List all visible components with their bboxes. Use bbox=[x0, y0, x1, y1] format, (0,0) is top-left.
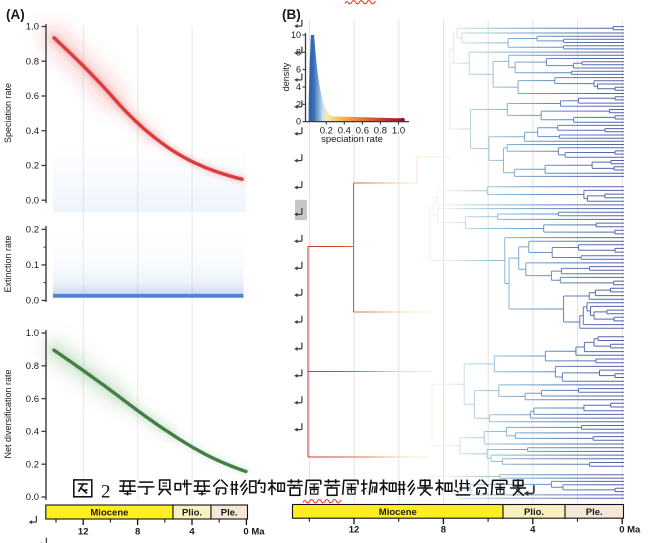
svg-text:0.4: 0.4 bbox=[26, 427, 39, 438]
svg-text:0.2: 0.2 bbox=[26, 161, 39, 172]
svg-text:0.6: 0.6 bbox=[356, 126, 369, 137]
svg-text:Miocene: Miocene bbox=[379, 507, 417, 518]
svg-text:1.0: 1.0 bbox=[392, 126, 405, 137]
svg-text:0.1: 0.1 bbox=[26, 260, 39, 271]
svg-text:8: 8 bbox=[135, 527, 140, 538]
svg-text:Ple.: Ple. bbox=[586, 507, 603, 518]
svg-text:density: density bbox=[281, 62, 291, 91]
svg-text:6: 6 bbox=[296, 65, 301, 75]
svg-text:0.2: 0.2 bbox=[320, 126, 333, 137]
svg-text:Extinction rate: Extinction rate bbox=[3, 235, 13, 292]
svg-text:12: 12 bbox=[349, 525, 360, 536]
svg-text:1.0: 1.0 bbox=[26, 22, 39, 33]
svg-text:0.6: 0.6 bbox=[26, 394, 39, 405]
svg-text:Net diversification rate: Net diversification rate bbox=[3, 369, 13, 458]
svg-text:Ple.: Ple. bbox=[221, 507, 238, 518]
svg-text:8: 8 bbox=[441, 525, 446, 536]
svg-text:Speciation rate: Speciation rate bbox=[3, 83, 13, 143]
svg-text:0.2: 0.2 bbox=[26, 459, 39, 470]
svg-text:(A): (A) bbox=[6, 7, 25, 22]
svg-text:0.2: 0.2 bbox=[26, 225, 39, 236]
svg-text:0.8: 0.8 bbox=[26, 56, 39, 67]
svg-text:4: 4 bbox=[189, 527, 195, 538]
svg-text:0 Ma: 0 Ma bbox=[619, 525, 641, 536]
svg-text:2: 2 bbox=[101, 482, 111, 503]
svg-text:8: 8 bbox=[296, 47, 301, 57]
svg-text:speciation rate: speciation rate bbox=[321, 134, 383, 145]
svg-text:(B): (B) bbox=[282, 7, 301, 22]
svg-text:12: 12 bbox=[78, 527, 89, 538]
svg-text:0.0: 0.0 bbox=[26, 195, 39, 206]
svg-text:4: 4 bbox=[530, 525, 536, 536]
svg-text:0.4: 0.4 bbox=[338, 126, 351, 137]
svg-text:Plio.: Plio. bbox=[524, 507, 544, 518]
svg-text:Plio.: Plio. bbox=[182, 507, 202, 518]
svg-text:0.4: 0.4 bbox=[26, 126, 39, 137]
svg-text:4: 4 bbox=[296, 82, 301, 92]
svg-text:0: 0 bbox=[296, 117, 301, 127]
svg-text:10: 10 bbox=[291, 30, 301, 40]
svg-text:1.0: 1.0 bbox=[26, 328, 39, 339]
svg-text:0.0: 0.0 bbox=[26, 296, 39, 307]
svg-text:0.6: 0.6 bbox=[26, 91, 39, 102]
svg-text:0.0: 0.0 bbox=[26, 492, 39, 503]
svg-text:0.8: 0.8 bbox=[374, 126, 387, 137]
svg-text:0 Ma: 0 Ma bbox=[243, 527, 265, 538]
svg-text:2: 2 bbox=[296, 99, 301, 109]
svg-text:0.8: 0.8 bbox=[26, 361, 39, 372]
svg-text:Miocene: Miocene bbox=[90, 507, 128, 518]
